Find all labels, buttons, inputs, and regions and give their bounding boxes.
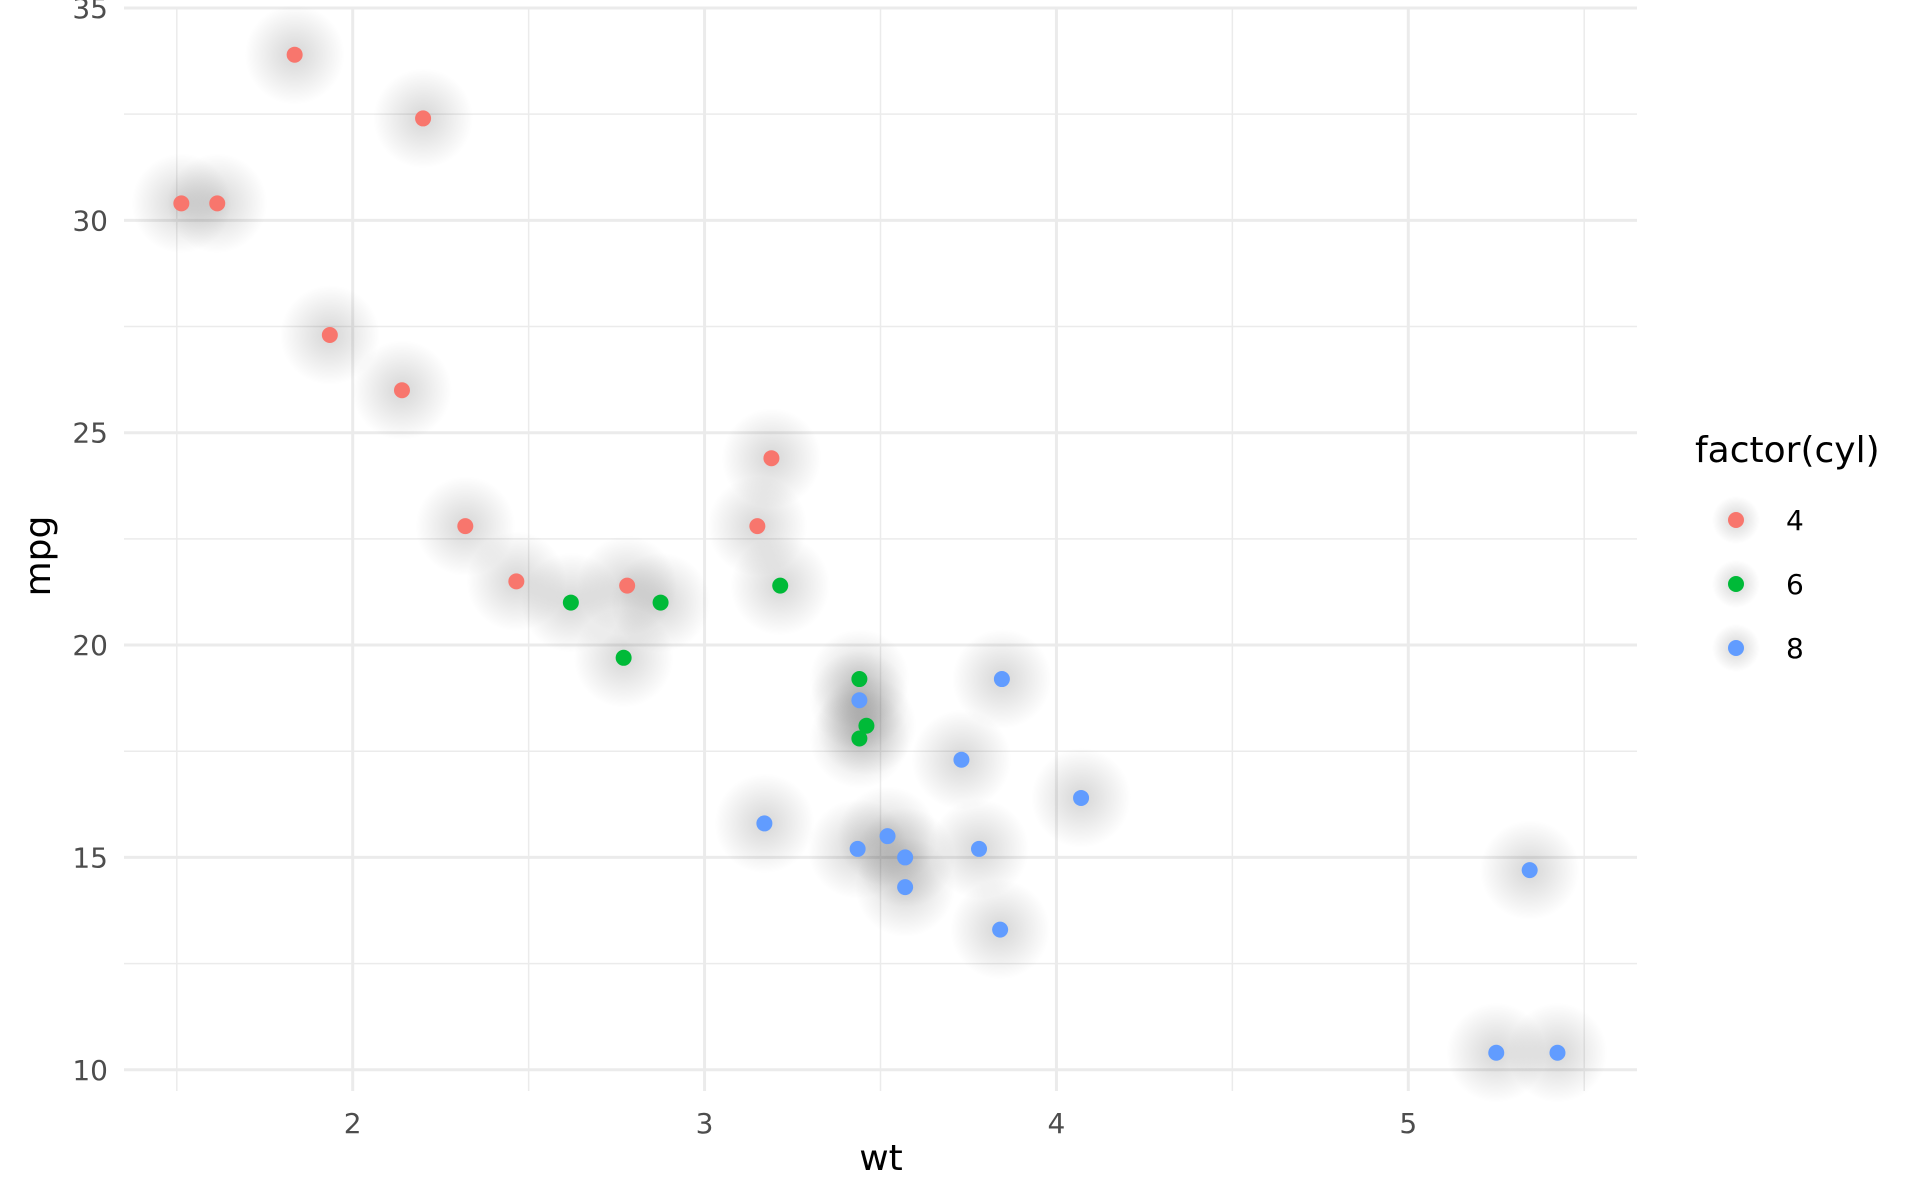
x-tick-label: 4 <box>1048 1107 1066 1140</box>
x-tick-label: 2 <box>344 1107 362 1140</box>
legend-label-cyl-4: 4 <box>1786 504 1804 537</box>
data-point-cyl-8 <box>897 879 914 896</box>
data-point-cyl-4 <box>619 577 636 594</box>
x-axis-title: wt <box>859 1138 903 1179</box>
data-point-cyl-8 <box>879 828 896 845</box>
data-point-cyl-8 <box>1488 1044 1505 1061</box>
x-tick-label: 5 <box>1399 1107 1417 1140</box>
data-point-cyl-6 <box>652 594 669 611</box>
x-tick-label: 3 <box>696 1107 714 1140</box>
data-point-cyl-4 <box>457 518 474 535</box>
data-point-cyl-8 <box>849 840 866 857</box>
y-axis-title: mpg <box>18 516 59 597</box>
data-point-cyl-8 <box>971 840 988 857</box>
legend-label-cyl-8: 8 <box>1786 632 1804 665</box>
legend-key-cyl-6 <box>1728 576 1744 592</box>
legend-label-cyl-6: 6 <box>1786 568 1804 601</box>
data-point-cyl-6 <box>858 717 875 734</box>
y-tick-label: 20 <box>72 629 108 662</box>
data-point-cyl-4 <box>763 450 780 467</box>
data-point-cyl-4 <box>321 327 338 344</box>
data-point-cyl-8 <box>992 921 1009 938</box>
data-point-cyl-4 <box>209 195 226 212</box>
data-point-cyl-6 <box>615 649 632 666</box>
y-tick-label: 15 <box>72 841 108 874</box>
data-point-cyl-8 <box>851 692 868 709</box>
y-tick-label: 35 <box>72 0 108 25</box>
y-axis-tick-labels: 10 15 20 25 30 35 <box>72 0 108 1087</box>
data-point-cyl-8 <box>897 849 914 866</box>
data-point-cyl-8 <box>953 751 970 768</box>
data-point-cyl-4 <box>286 46 303 63</box>
legend: factor(cyl) 4 6 8 <box>1695 430 1880 672</box>
data-point-cyl-4 <box>415 110 432 127</box>
data-point-cyl-8 <box>1521 862 1538 879</box>
data-point-cyl-6 <box>772 577 789 594</box>
minor-gridlines <box>124 8 1637 1091</box>
data-point-cyl-8 <box>756 815 773 832</box>
data-point-cyl-4 <box>749 518 766 535</box>
data-point-cyl-4 <box>393 382 410 399</box>
data-point-cyl-4 <box>173 195 190 212</box>
legend-entries: 4 6 8 <box>1712 496 1804 672</box>
legend-key-cyl-4 <box>1728 512 1744 528</box>
y-tick-label: 10 <box>72 1054 108 1087</box>
data-point-cyl-4 <box>508 573 525 590</box>
data-point-cyl-6 <box>851 671 868 688</box>
data-point-cyl-6 <box>562 594 579 611</box>
data-point-cyl-8 <box>1073 789 1090 806</box>
legend-title: factor(cyl) <box>1695 430 1880 471</box>
x-axis-tick-labels: 2 3 4 5 <box>344 1107 1417 1140</box>
legend-key-cyl-8 <box>1728 640 1744 656</box>
data-point-cyl-8 <box>1549 1044 1566 1061</box>
y-tick-label: 25 <box>72 417 108 450</box>
data-points <box>173 46 1566 1061</box>
data-point-cyl-8 <box>993 671 1010 688</box>
y-tick-label: 30 <box>72 204 108 237</box>
data-point-cyl-6 <box>851 730 868 747</box>
